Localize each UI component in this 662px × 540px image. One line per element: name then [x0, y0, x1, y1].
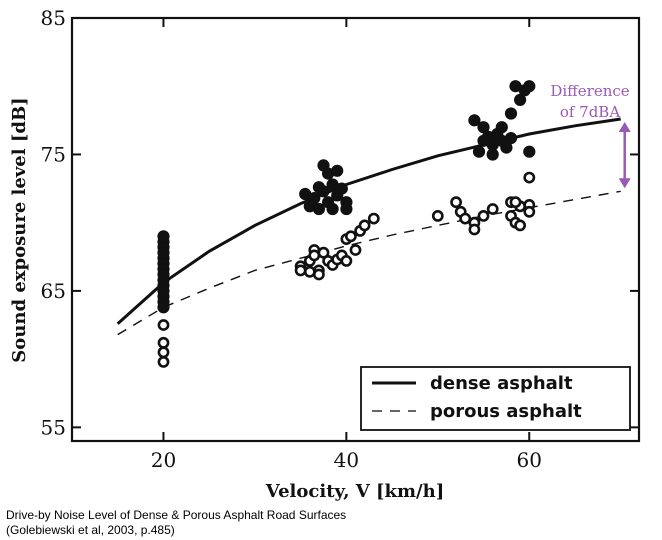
legend-label-porous: porous asphalt — [430, 401, 582, 422]
annotation-line-1: Difference — [550, 82, 629, 100]
porous-point — [312, 268, 325, 281]
porous-point — [157, 319, 170, 331]
data-points — [157, 80, 536, 368]
porous-point — [486, 203, 499, 215]
dense-point — [504, 107, 518, 120]
x-tick-label: 40 — [334, 448, 359, 472]
difference-arrow-head-down — [618, 178, 631, 189]
porous-point — [367, 212, 380, 225]
porous-point — [157, 355, 170, 368]
y-tick-label: 85 — [41, 6, 66, 30]
legend-box — [360, 366, 631, 431]
porous-point — [431, 209, 444, 222]
porous-point — [523, 205, 536, 218]
porous-point — [308, 249, 321, 262]
dense-point — [504, 132, 518, 145]
porous-point — [477, 209, 490, 222]
fit-lines — [116, 117, 621, 336]
plot-frame — [70, 16, 641, 443]
dense-fit-line — [116, 117, 621, 325]
y-axis-label: Sound exposure level [dB] — [9, 97, 30, 362]
plot-border — [70, 16, 641, 443]
porous-fit-line — [117, 190, 621, 336]
porous-point — [523, 171, 536, 184]
dense-point — [331, 164, 344, 177]
porous-point — [349, 244, 362, 256]
dense-point — [326, 202, 339, 216]
dense-point — [335, 182, 348, 195]
difference-arrow-head-up — [618, 121, 631, 132]
x-tick-label: 20 — [151, 448, 176, 472]
porous-point — [157, 336, 170, 349]
x-axis-label: Velocity, V [km/h] — [265, 481, 444, 502]
dense-point — [312, 202, 325, 216]
porous-point — [509, 196, 522, 209]
porous-point — [157, 346, 170, 359]
dense-point — [486, 148, 499, 161]
dense-point — [157, 301, 170, 314]
difference-annotation: Difference of 7dBA — [550, 82, 631, 189]
porous-point — [303, 265, 316, 278]
porous-point — [358, 219, 371, 232]
annotation-line-2: of 7dBA — [560, 103, 621, 121]
porous-point — [294, 264, 307, 277]
y-tick-label: 75 — [41, 142, 66, 166]
caption-title: Drive-by Noise Level of Dense & Porous A… — [6, 508, 347, 522]
x-tick-label: 60 — [517, 448, 542, 472]
porous-point — [459, 212, 472, 225]
dense-point — [495, 121, 508, 134]
porous-point — [514, 219, 526, 232]
dense-point — [308, 192, 321, 205]
porous-point — [340, 254, 353, 267]
dense-point — [523, 80, 536, 93]
caption-citation: (Golebiewski et al, 2003, p.485) — [6, 523, 175, 537]
dense-point — [468, 114, 481, 127]
axis-ticks: 55 65 75 85 20 40 60 — [41, 6, 639, 472]
porous-point — [468, 223, 481, 236]
dense-point — [317, 185, 330, 198]
porous-point — [344, 230, 357, 243]
dense-point — [523, 145, 536, 158]
dense-point — [472, 145, 486, 158]
dense-point — [340, 202, 353, 216]
legend-label-dense: dense asphalt — [430, 373, 573, 394]
legend: dense asphalt porous asphalt — [360, 366, 631, 431]
y-tick-label: 65 — [41, 279, 66, 303]
porous-point — [450, 196, 462, 209]
y-tick-label: 55 — [41, 415, 66, 439]
